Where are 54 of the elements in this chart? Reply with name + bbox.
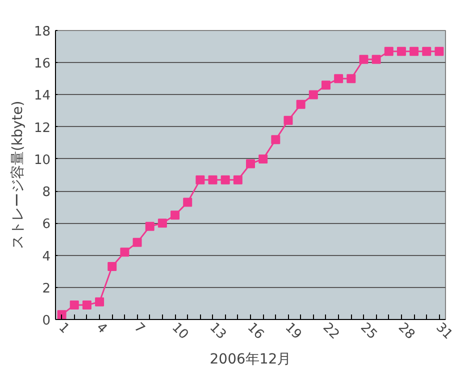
x-tick-label: 7 — [130, 320, 148, 337]
point — [70, 300, 79, 310]
y-tick-label: 2 — [42, 281, 51, 296]
point — [170, 210, 180, 220]
point — [132, 238, 142, 247]
x-tick-label: 25 — [357, 320, 380, 343]
y-tick-label: 6 — [42, 217, 51, 232]
point — [120, 248, 130, 257]
point — [284, 116, 293, 125]
point — [434, 46, 444, 56]
x-tick-label: 10 — [168, 320, 191, 343]
point — [145, 222, 154, 231]
point — [57, 310, 66, 320]
y-tick-label: 16 — [34, 56, 51, 72]
point — [183, 198, 192, 207]
point — [158, 218, 167, 228]
point — [208, 175, 218, 184]
x-tick-label: 16 — [244, 320, 266, 343]
point — [246, 159, 255, 168]
x-tick-label: 4 — [93, 320, 110, 337]
point — [346, 74, 356, 84]
point — [410, 46, 419, 56]
point — [359, 54, 368, 64]
point — [334, 74, 344, 84]
x-tick-label: 28 — [395, 320, 418, 343]
point — [384, 46, 394, 56]
y-axis-title: ストレージ容量(kbyte) — [10, 100, 26, 250]
y-tick-label: 18 — [34, 24, 51, 40]
x-tick-label: 22 — [320, 320, 342, 343]
point — [308, 90, 318, 100]
x-tick-label: 1 — [55, 320, 72, 337]
point — [258, 154, 268, 164]
point — [233, 175, 242, 184]
y-tick-label: 12 — [34, 120, 51, 136]
x-axis-title: 2006年12月 — [210, 351, 292, 368]
point — [296, 100, 306, 109]
y-tick-label: 14 — [34, 88, 51, 104]
point — [95, 297, 104, 306]
point — [196, 175, 205, 184]
point — [321, 80, 330, 90]
y-tick-label: 4 — [42, 249, 51, 264]
x-tick-label: 19 — [282, 320, 304, 343]
x-tick-label: 13 — [206, 320, 229, 343]
point — [82, 300, 92, 310]
y-tick-label: 8 — [42, 185, 51, 200]
point — [396, 46, 406, 56]
y-tick-label: 0 — [42, 314, 51, 328]
y-tick-label: 10 — [34, 152, 51, 168]
point — [220, 175, 230, 184]
x-tick-label: 31 — [432, 320, 456, 343]
point — [108, 262, 117, 272]
point — [422, 46, 432, 56]
point — [372, 54, 381, 64]
point — [271, 135, 280, 144]
